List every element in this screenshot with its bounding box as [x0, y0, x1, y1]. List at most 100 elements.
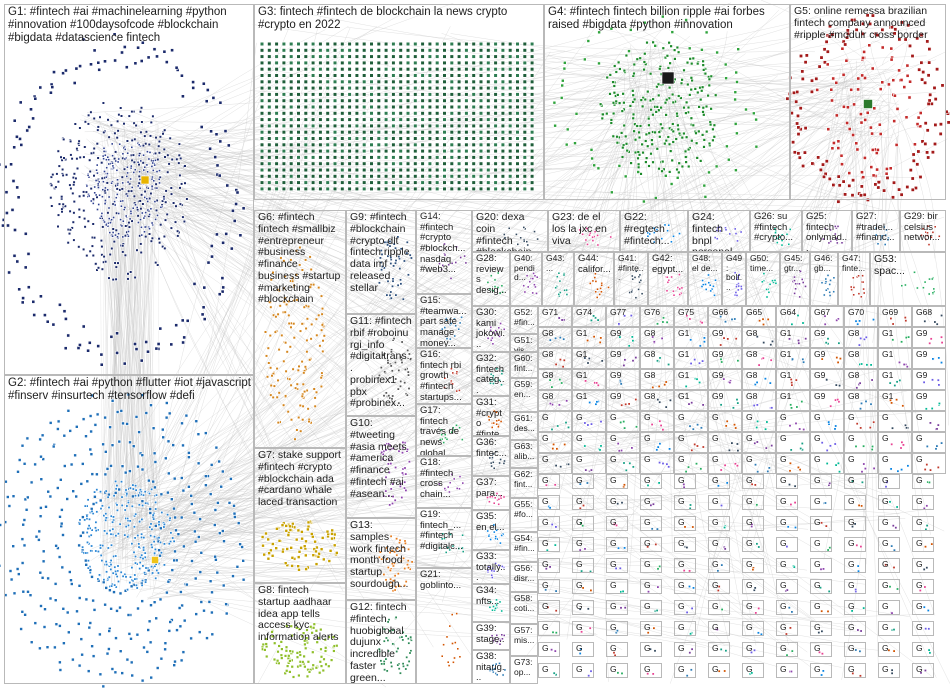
edge [623, 68, 638, 427]
edge [96, 121, 717, 153]
node [38, 294, 43, 299]
edge [110, 421, 706, 543]
node [211, 96, 216, 100]
node [137, 181, 141, 185]
node [209, 129, 214, 134]
edge [121, 183, 340, 241]
edge [112, 235, 141, 529]
edge [142, 451, 561, 555]
node [90, 244, 94, 248]
node [83, 145, 87, 149]
node [75, 166, 80, 171]
edge [126, 55, 927, 152]
node [143, 134, 147, 138]
node [128, 182, 132, 186]
node [77, 215, 82, 219]
edge [109, 206, 135, 521]
edge [139, 9, 780, 564]
edge [127, 408, 361, 492]
edge [102, 426, 373, 536]
edge [130, 512, 638, 590]
edge [391, 109, 893, 179]
edge [149, 53, 746, 546]
node [158, 241, 162, 245]
edge [318, 82, 879, 162]
node [64, 316, 68, 321]
edge [106, 149, 136, 505]
edge [92, 139, 868, 502]
edge [547, 98, 668, 597]
node [78, 155, 82, 160]
node [180, 73, 184, 78]
node [141, 202, 145, 206]
edge [525, 98, 848, 427]
edge [123, 115, 726, 646]
edge [103, 173, 688, 613]
edge [87, 106, 754, 187]
edge [134, 164, 374, 318]
edge [125, 203, 130, 575]
edge [662, 31, 728, 119]
edge [99, 125, 366, 253]
node [126, 277, 130, 281]
node [13, 228, 17, 232]
edge [123, 433, 403, 526]
edge [120, 136, 624, 511]
node [136, 214, 140, 218]
node [225, 183, 230, 188]
edge [148, 492, 623, 651]
edge [124, 292, 332, 522]
edge [122, 531, 808, 571]
edge [141, 129, 148, 525]
node [140, 193, 144, 197]
edge [110, 305, 607, 499]
node [220, 289, 225, 294]
edge [475, 63, 896, 396]
node [161, 132, 165, 136]
node [214, 132, 219, 137]
node [173, 220, 178, 224]
edge [137, 518, 655, 533]
node [96, 266, 101, 270]
node [139, 59, 144, 63]
edge [158, 587, 598, 638]
node [120, 50, 124, 55]
node [235, 190, 240, 195]
edge [162, 306, 463, 539]
node [191, 86, 196, 90]
edge [130, 24, 854, 173]
node [138, 199, 142, 203]
edge [97, 132, 603, 366]
node [217, 173, 222, 178]
node [226, 143, 231, 148]
node [87, 113, 91, 117]
node [23, 265, 28, 270]
edge [120, 465, 545, 516]
edge [138, 290, 474, 570]
node [82, 194, 86, 198]
edge [543, 76, 870, 175]
edge [123, 213, 571, 409]
edge [169, 75, 779, 532]
node [180, 318, 185, 323]
node [88, 158, 92, 162]
edge [339, 53, 899, 118]
edge [148, 170, 573, 351]
node [49, 196, 53, 200]
node [18, 137, 22, 141]
node [86, 122, 90, 126]
edge [872, 79, 889, 343]
edge [144, 494, 853, 630]
edge [98, 166, 855, 559]
node [25, 128, 30, 133]
node [27, 125, 32, 129]
node [163, 128, 167, 132]
node [191, 80, 196, 85]
edge [101, 541, 861, 633]
edge [411, 66, 672, 481]
edge [158, 552, 305, 600]
node [89, 187, 93, 191]
node [124, 224, 128, 228]
node [62, 137, 66, 142]
node [113, 58, 118, 63]
